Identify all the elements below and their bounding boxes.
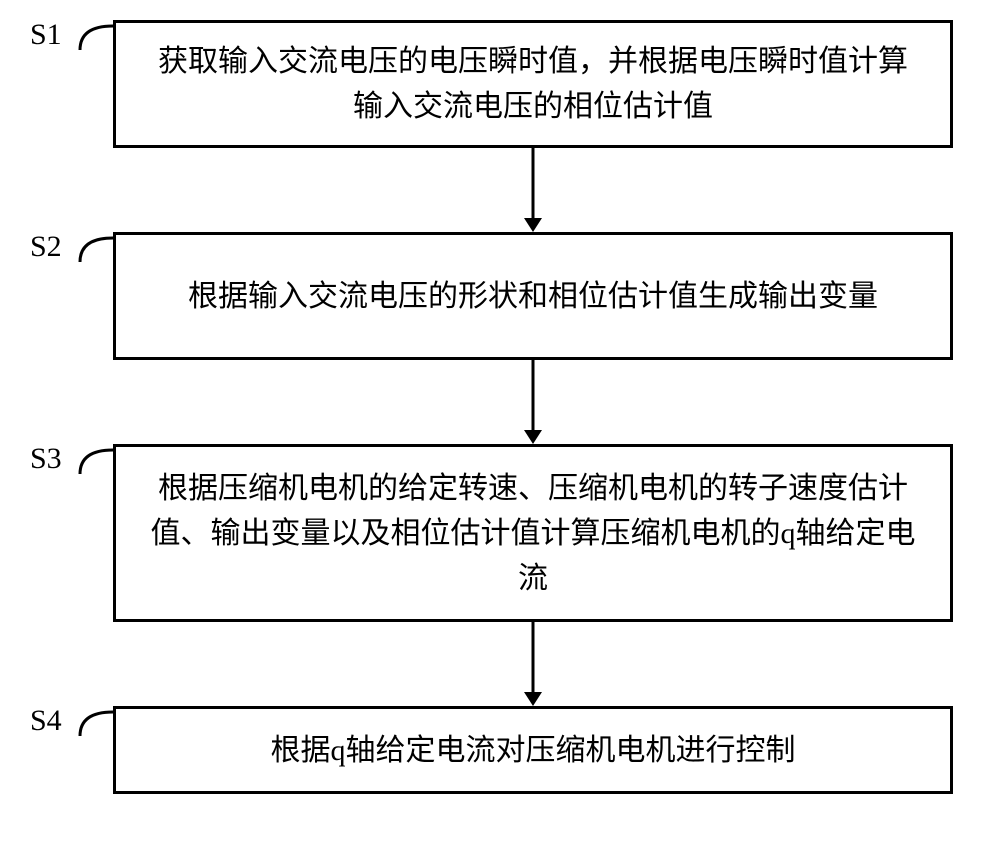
step-label-s3: S3 <box>30 442 62 476</box>
step-box-s3: 根据压缩机电机的给定转速、压缩机电机的转子速度估计值、输出变量以及相位估计值计算… <box>113 444 953 622</box>
step-text-s2: 根据输入交流电压的形状和相位估计值生成输出变量 <box>188 274 878 319</box>
label-connector-s4 <box>76 708 117 740</box>
label-connector-s3 <box>76 446 117 478</box>
step-label-s1: S1 <box>30 18 62 52</box>
step-text-s4: 根据q轴给定电流对压缩机电机进行控制 <box>271 728 796 773</box>
arrow-s3-s4 <box>522 622 544 706</box>
step-box-s2: 根据输入交流电压的形状和相位估计值生成输出变量 <box>113 232 953 360</box>
arrow-s1-s2 <box>522 148 544 232</box>
label-connector-s1 <box>76 22 117 54</box>
step-box-s4: 根据q轴给定电流对压缩机电机进行控制 <box>113 706 953 794</box>
step-label-s2: S2 <box>30 230 62 264</box>
step-text-s3: 根据压缩机电机的给定转速、压缩机电机的转子速度估计值、输出变量以及相位估计值计算… <box>146 466 920 601</box>
step-text-s1: 获取输入交流电压的电压瞬时值，并根据电压瞬时值计算输入交流电压的相位估计值 <box>146 39 920 129</box>
step-label-s4: S4 <box>30 704 62 738</box>
step-box-s1: 获取输入交流电压的电压瞬时值，并根据电压瞬时值计算输入交流电压的相位估计值 <box>113 20 953 148</box>
label-connector-s2 <box>76 234 117 266</box>
arrow-s2-s3 <box>522 360 544 444</box>
